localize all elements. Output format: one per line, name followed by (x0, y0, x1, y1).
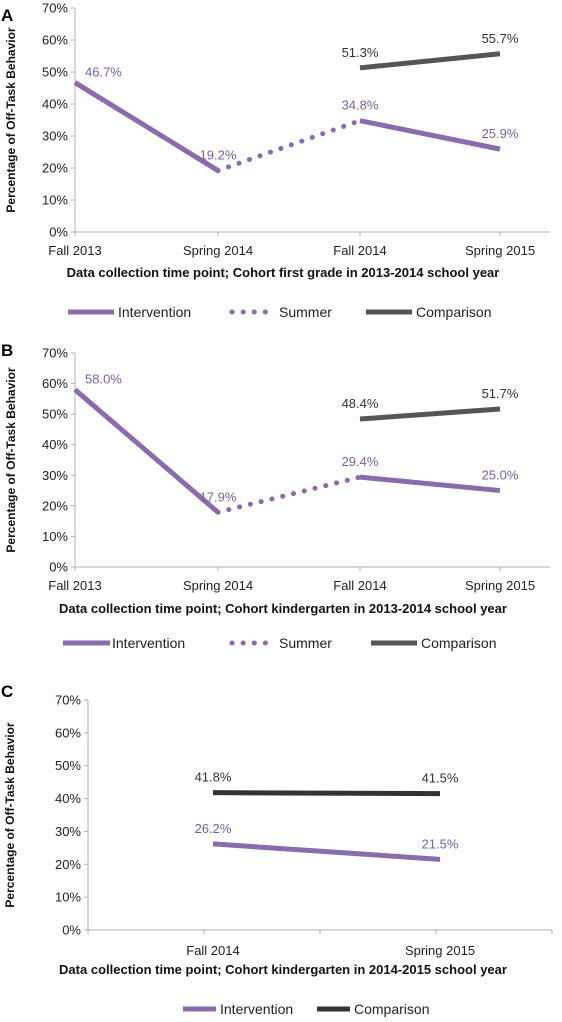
y-tick-label: 40% (42, 97, 68, 112)
x-tick-label: Spring 2014 (183, 243, 253, 258)
y-axis-title: Percentage of Off-Task Behavior (4, 27, 18, 212)
data-label: 25.0% (482, 468, 519, 483)
comparison-series-line (212, 790, 441, 797)
x-tick-label: Fall 2014 (333, 243, 386, 258)
x-tick-label: Fall 2013 (48, 578, 101, 593)
y-tick-label: 40% (55, 791, 81, 806)
x-axis-title: Data collection time point; Cohort first… (67, 265, 500, 280)
data-label: 26.2% (195, 821, 232, 836)
x-tick-label: Spring 2015 (465, 243, 535, 258)
y-tick-label: 70% (42, 346, 68, 361)
x-tick-label: Spring 2014 (183, 578, 253, 593)
x-tick-label: Spring 2015 (405, 943, 475, 958)
y-tick-label: 20% (42, 498, 68, 513)
comparison-series-line (359, 51, 501, 71)
panel-letter: B (1, 341, 13, 360)
data-label: 19.2% (200, 148, 237, 163)
y-tick-label: 60% (55, 725, 81, 740)
y-tick-label: 10% (42, 529, 68, 544)
data-label: 51.3% (342, 45, 379, 60)
panel-letter: C (1, 682, 13, 701)
data-label: 21.5% (422, 836, 459, 851)
data-label: 55.7% (482, 31, 519, 46)
legend-label-summer: Summer (279, 635, 332, 651)
intervention-series-line (73, 80, 220, 173)
y-tick-label: 50% (42, 65, 68, 80)
y-tick-label: 20% (55, 857, 81, 872)
y-tick-label: 30% (42, 129, 68, 144)
intervention-series-line (73, 387, 220, 515)
data-label: 46.7% (85, 65, 122, 80)
y-tick-label: 60% (42, 376, 68, 391)
x-tick-label: Fall 2014 (186, 943, 239, 958)
y-tick-label: 30% (42, 468, 68, 483)
data-label: 17.9% (200, 489, 237, 504)
legend-label-comparison: Comparison (421, 635, 496, 651)
y-tick-label: 30% (55, 824, 81, 839)
legend-label-intervention: Intervention (220, 1001, 293, 1017)
summer-series-line (215, 474, 363, 515)
legend-label-comparison: Comparison (354, 1001, 429, 1017)
data-label: 34.8% (342, 98, 379, 113)
intervention-series-line (359, 474, 501, 494)
data-label: 41.8% (195, 770, 232, 785)
y-tick-label: 10% (55, 890, 81, 905)
y-tick-label: 50% (55, 758, 81, 773)
y-tick-label: 60% (42, 33, 68, 48)
y-axis-title: Percentage of Off-Task Behavior (4, 367, 18, 552)
y-axis-title: Percentage of Off-Task Behavior (3, 722, 17, 907)
panel-letter: A (1, 6, 13, 25)
chart-panel-b: B Percentage of Off-Task Behavior 0% 10% 20%… (1, 341, 550, 651)
y-tick-label: 70% (42, 1, 68, 16)
y-tick-label: 0% (62, 923, 81, 938)
x-axis-title: Data collection time point; Cohort kinde… (59, 962, 507, 977)
x-axis-title: Data collection time point; Cohort kinde… (59, 601, 507, 616)
y-tick-label: 40% (42, 437, 68, 452)
summer-series-line (215, 118, 363, 174)
chart-panel-c: C Percentage of Off-Task Behavior 0% 10% 20%… (1, 682, 553, 1017)
y-tick-label: 10% (42, 193, 68, 208)
data-label: 29.4% (342, 454, 379, 469)
legend-label-summer: Summer (279, 304, 332, 320)
data-label: 48.4% (342, 396, 379, 411)
data-label: 25.9% (482, 126, 519, 141)
x-tick-label: Fall 2014 (333, 578, 386, 593)
legend-label-comparison: Comparison (416, 304, 491, 320)
y-tick-label: 50% (42, 407, 68, 422)
y-tick-label: 0% (49, 225, 68, 240)
y-tick-label: 70% (55, 693, 81, 708)
data-label: 58.0% (85, 372, 122, 387)
legend-label-intervention: Intervention (112, 635, 185, 651)
data-label: 51.7% (482, 386, 519, 401)
x-tick-label: Fall 2013 (48, 243, 101, 258)
chart-panel-a: A Percentage of Off-Task Behavior 0% 10% 20%… (1, 1, 550, 320)
y-tick-label: 0% (49, 560, 68, 575)
intervention-series-line (212, 841, 441, 862)
comparison-series-line (359, 406, 501, 422)
x-tick-label: Spring 2015 (465, 578, 535, 593)
data-label: 41.5% (422, 771, 459, 786)
intervention-series-line (359, 118, 501, 152)
legend-label-intervention: Intervention (118, 304, 191, 320)
y-tick-label: 20% (42, 161, 68, 176)
